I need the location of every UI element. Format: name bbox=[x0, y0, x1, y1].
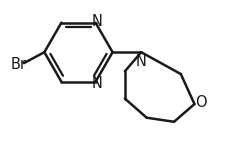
Text: N: N bbox=[91, 76, 102, 91]
Text: O: O bbox=[195, 95, 207, 110]
Text: N: N bbox=[91, 14, 102, 29]
Text: N: N bbox=[136, 54, 147, 69]
Text: Br: Br bbox=[11, 57, 27, 72]
